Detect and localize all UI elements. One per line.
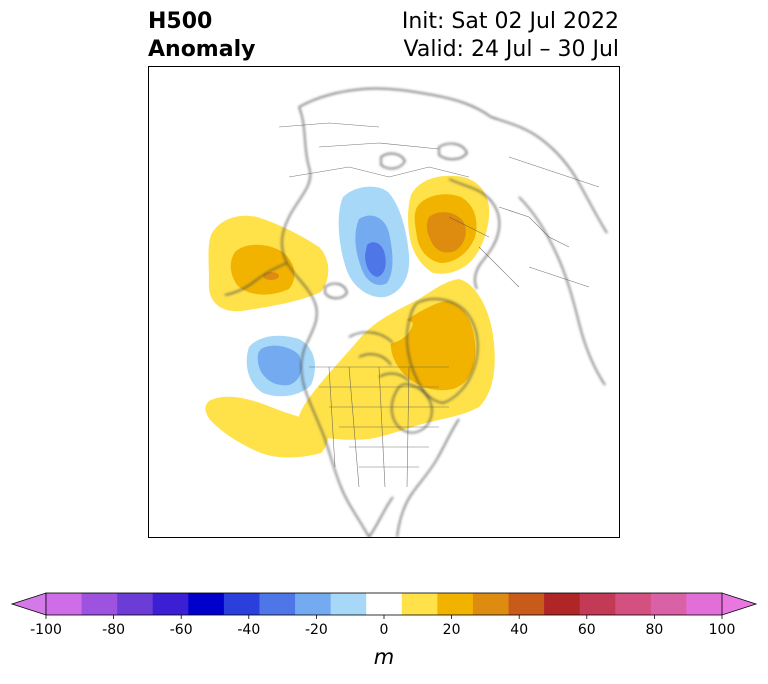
colorbar-segment — [615, 593, 652, 615]
map-panel — [148, 66, 620, 538]
colorbar-segment — [366, 593, 403, 615]
colorbar-segment — [117, 593, 154, 615]
colorbar-tick-label: 40 — [510, 622, 528, 638]
colorbar-tick-label: 0 — [380, 622, 389, 638]
colorbar-ticks: -100 -80 -60 -40 -20 0 20 40 60 80 100 — [30, 615, 735, 638]
colorbar-tick-label: -40 — [237, 622, 260, 638]
colorbar-segment — [579, 593, 616, 615]
colorbar-segment — [650, 593, 687, 615]
coastlines — [224, 87, 608, 537]
colorbar-segment — [152, 593, 189, 615]
colorbar-segment — [295, 593, 332, 615]
colorbar-segment — [401, 593, 438, 615]
colorbar-unit-label: m — [373, 645, 395, 669]
colorbar-segment — [437, 593, 474, 615]
colorbar-extend-min — [10, 592, 47, 616]
colorbar-segment — [508, 593, 545, 615]
anomaly-map — [149, 67, 619, 537]
positive-anomaly-bering-core — [230, 244, 295, 295]
colorbar-segments — [10, 592, 758, 616]
map-title-right: Init: Sat 02 Jul 2022 Valid: 24 Jul – 30… — [402, 8, 619, 64]
colorbar-tick-label: 20 — [443, 622, 461, 638]
colorbar: -100 -80 -60 -40 -20 0 20 40 60 80 100 — [10, 592, 758, 638]
colorbar-tick-label: -80 — [102, 622, 125, 638]
colorbar-segment — [223, 593, 260, 615]
map-title-left: H500 Anomaly — [148, 8, 255, 64]
colorbar-segment — [544, 593, 581, 615]
colorbar-tick-label: 60 — [578, 622, 596, 638]
colorbar-segment — [259, 593, 296, 615]
colorbar-segment — [81, 593, 118, 615]
colorbar-extend-max — [721, 592, 758, 616]
positive-anomaly-pacific — [205, 396, 328, 458]
negative-anomaly-arctic-core — [365, 242, 386, 277]
title-init-date: Init: Sat 02 Jul 2022 — [401, 9, 619, 34]
positive-anomaly-canada-spur — [375, 319, 413, 345]
colorbar-tick-label: -20 — [305, 622, 328, 638]
colorbar-tick-label: -100 — [30, 622, 62, 638]
colorbar-segment — [188, 593, 225, 615]
colorbar-tick-label: -60 — [170, 622, 193, 638]
negative-anomaly-gulf-alaska-core — [257, 345, 302, 386]
colorbar-segment — [330, 593, 367, 615]
title-anomaly: Anomaly — [148, 37, 256, 62]
positive-anomaly-bering-peak — [263, 272, 279, 280]
anomaly-field — [205, 175, 495, 458]
colorbar-segment — [686, 593, 723, 615]
title-variable: H500 — [148, 9, 213, 34]
colorbar-tick-label: 80 — [645, 622, 663, 638]
colorbar-segment — [46, 593, 83, 615]
colorbar-segment — [472, 593, 510, 615]
title-valid-range: Valid: 24 Jul – 30 Jul — [403, 37, 619, 62]
positive-anomaly-russia-core — [426, 212, 466, 253]
political-borders — [278, 122, 600, 488]
colorbar-tick-label: 100 — [709, 622, 736, 638]
